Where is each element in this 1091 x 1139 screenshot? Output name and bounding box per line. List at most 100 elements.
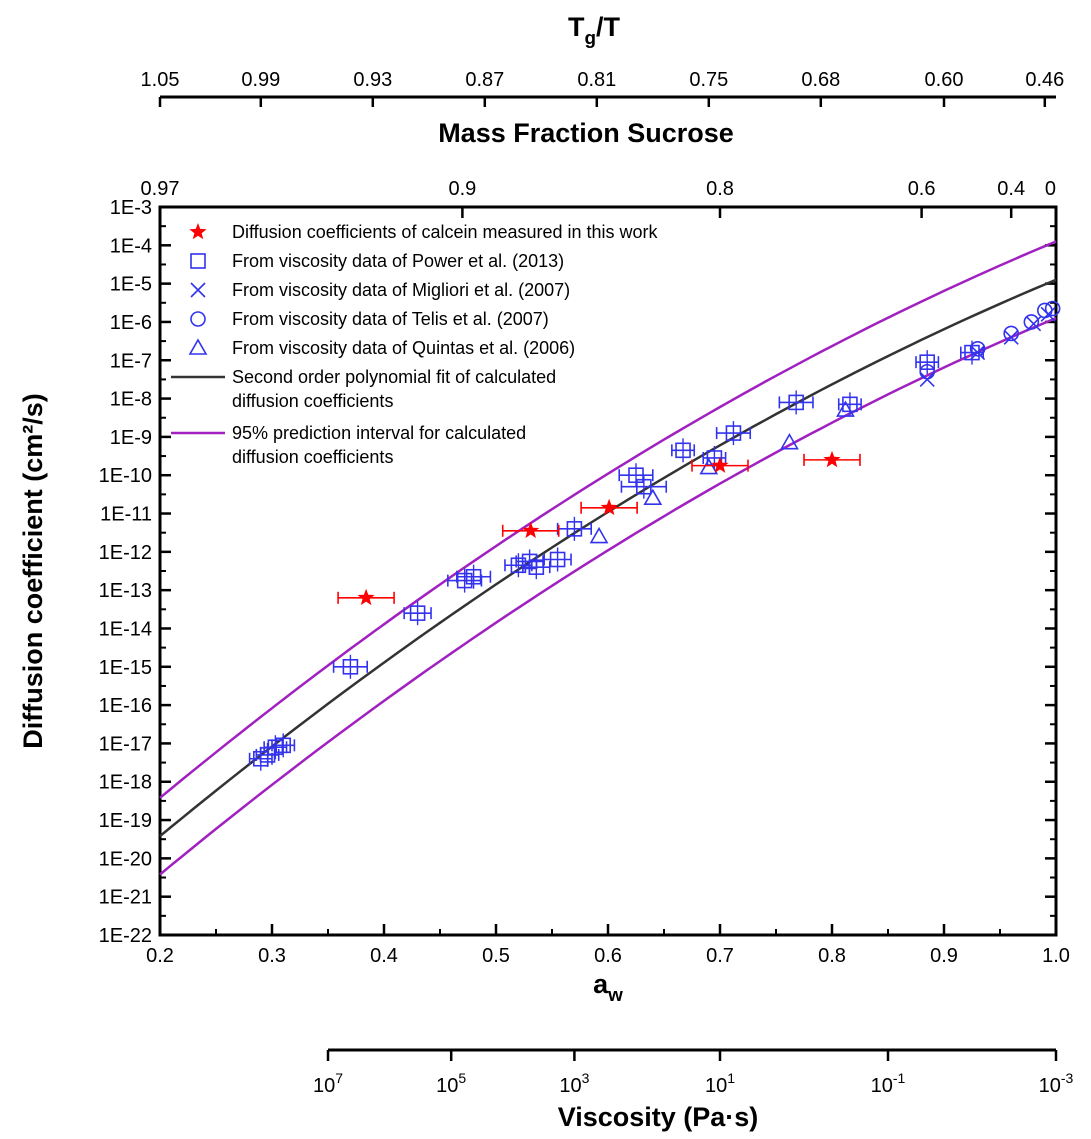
data-point-power [510, 557, 527, 574]
legend-label: Second order polynomial fit of calculate… [232, 367, 556, 387]
mass-axis-label: Mass Fraction Sucrose [438, 118, 734, 148]
x-tick-label: 0.3 [258, 945, 286, 967]
y-tick-label: 1E-17 [99, 733, 152, 755]
viscosity-tick-label: 107 [313, 1070, 343, 1097]
y-tick-label: 1E-19 [99, 810, 152, 832]
y-tick-label: 1E-5 [110, 274, 152, 296]
data-point-power [725, 425, 742, 441]
data-point-power [628, 467, 644, 484]
tg-tick-label: 0.68 [801, 69, 840, 91]
x-tick-label: 0.8 [818, 945, 846, 967]
data-point-migliori [1003, 329, 1019, 345]
mass-tick-label: 0 [1045, 178, 1056, 200]
legend-label: 95% prediction interval for calculated [232, 423, 526, 443]
viscosity-axis: 107 105 103 101 10-1 10-3 Viscosity (Pa·s) [313, 1048, 1074, 1132]
data-point-power [528, 559, 545, 575]
y-tick-label: 1E-20 [99, 848, 152, 870]
viscosity-tick-label: 101 [705, 1070, 735, 1097]
fit-line [159, 278, 1057, 838]
x-tick-label: 0.4 [370, 945, 398, 967]
y-axis: 1E-3 1E-4 1E-5 1E-6 1E-7 1E-8 1E-9 1E-10 1E-11 1E… [18, 197, 1056, 947]
prediction-upper-line [159, 240, 1057, 799]
viscosity-axis-label: Viscosity (Pa·s) [558, 1102, 759, 1132]
legend-label: From viscosity data of Migliori et al. (… [232, 280, 570, 300]
curves [159, 240, 1057, 876]
x-tick-label: 0.7 [706, 945, 734, 967]
y-tick-label: 1E-11 [100, 504, 152, 526]
data-point-telis [1044, 300, 1061, 317]
legend: Diffusion coefficients of calcein measur… [171, 222, 659, 467]
y-tick-label: 1E-7 [110, 350, 152, 372]
data-point-calcein [522, 521, 540, 538]
legend-marker-power [190, 253, 206, 269]
data-point-calcein [711, 456, 729, 473]
y-tick-label: 1E-14 [99, 618, 152, 640]
data-point-quintas [780, 433, 799, 450]
mass-tick-label: 0.8 [706, 178, 734, 200]
data-point-telis [1023, 314, 1040, 330]
data-point-power [456, 572, 473, 589]
tg-tick-label: 0.60 [925, 69, 964, 91]
x-tick-label: 0.9 [930, 945, 958, 967]
legend-label: diffusion coefficients [232, 447, 393, 467]
x-tick-label: 0.5 [482, 945, 510, 967]
data-point-power [788, 394, 804, 411]
y-tick-label: 1E-9 [110, 427, 152, 449]
y-tick-label: 1E-4 [110, 235, 152, 257]
mass-tick-label: 0.4 [997, 178, 1025, 200]
y-tick-label: 1E-18 [99, 772, 152, 794]
tg-tick-label: 0.99 [241, 69, 280, 91]
tg-tick-label: 1.05 [141, 69, 180, 91]
legend-marker-migliori [190, 282, 206, 298]
y-tick-label: 1E-22 [99, 925, 152, 947]
prediction-lower-line [159, 316, 1057, 876]
y-tick-label: 1E-8 [110, 389, 152, 411]
legend-label: From viscosity data of Power et al. (201… [232, 251, 564, 271]
y-tick-label: 1E-16 [99, 695, 152, 717]
data-point-calcein [600, 498, 618, 516]
data-point-calcein [357, 588, 375, 606]
x-tick-label: 0.2 [146, 945, 174, 967]
data-point-telis [969, 340, 986, 357]
top-mass-axis: Mass Fraction Sucrose 0.97 0.9 0.8 0.6 0.4 0 [141, 118, 1058, 218]
points [248, 300, 1061, 771]
x-axis-label: aw [593, 969, 623, 1006]
data-point-power [267, 739, 284, 756]
data-point-power [342, 658, 359, 675]
x-tick-label: 1.0 [1042, 945, 1070, 967]
legend-label: Diffusion coefficients of calcein measur… [232, 222, 659, 242]
y-tick-label: 1E-6 [110, 312, 152, 334]
data-point-power [566, 521, 583, 537]
legend-label: From viscosity data of Quintas et al. (2… [232, 338, 575, 358]
data-point-telis [1037, 302, 1053, 319]
viscosity-tick-label: 105 [436, 1070, 466, 1097]
mass-tick-label: 0.6 [908, 178, 936, 200]
data-point-power [549, 551, 566, 568]
data-point-quintas [589, 526, 609, 544]
tg-tick-label: 0.81 [577, 69, 616, 91]
data-point-power [409, 605, 426, 621]
top-tg-axis: 1.05 0.99 0.93 0.87 0.81 0.75 0.68 0.60 0.46 Tg/T [141, 12, 1064, 107]
legend-label: From viscosity data of Telis et al. (200… [232, 309, 549, 329]
data-point-quintas [836, 400, 855, 417]
y-tick-label: 1E-13 [99, 580, 152, 602]
viscosity-tick-label: 103 [559, 1070, 589, 1097]
data-point-telis [919, 363, 936, 380]
tg-tick-label: 0.93 [353, 69, 392, 91]
tg-tick-label: 0.87 [465, 69, 504, 91]
mass-tick-label: 0.9 [448, 178, 476, 200]
viscosity-tick-label: 10-1 [871, 1070, 906, 1097]
data-point-power [275, 737, 292, 754]
x-tick-label: 0.6 [594, 945, 622, 967]
x-axis: 0.2 0.3 0.4 0.5 0.6 0.7 0.8 0.9 1.0 aw [146, 924, 1070, 1006]
y-tick-label: 1E-15 [99, 657, 152, 679]
data-point-quintas [643, 488, 663, 505]
data-point-power [675, 442, 691, 459]
tg-axis-label: Tg/T [568, 12, 621, 49]
data-point-power [919, 354, 936, 370]
legend-marker-quintas [188, 338, 208, 355]
data-point-power [636, 478, 652, 495]
viscosity-tick-label: 10-3 [1039, 1070, 1074, 1097]
y-axis-label: Diffusion coefficient (cm²/s) [18, 393, 48, 749]
